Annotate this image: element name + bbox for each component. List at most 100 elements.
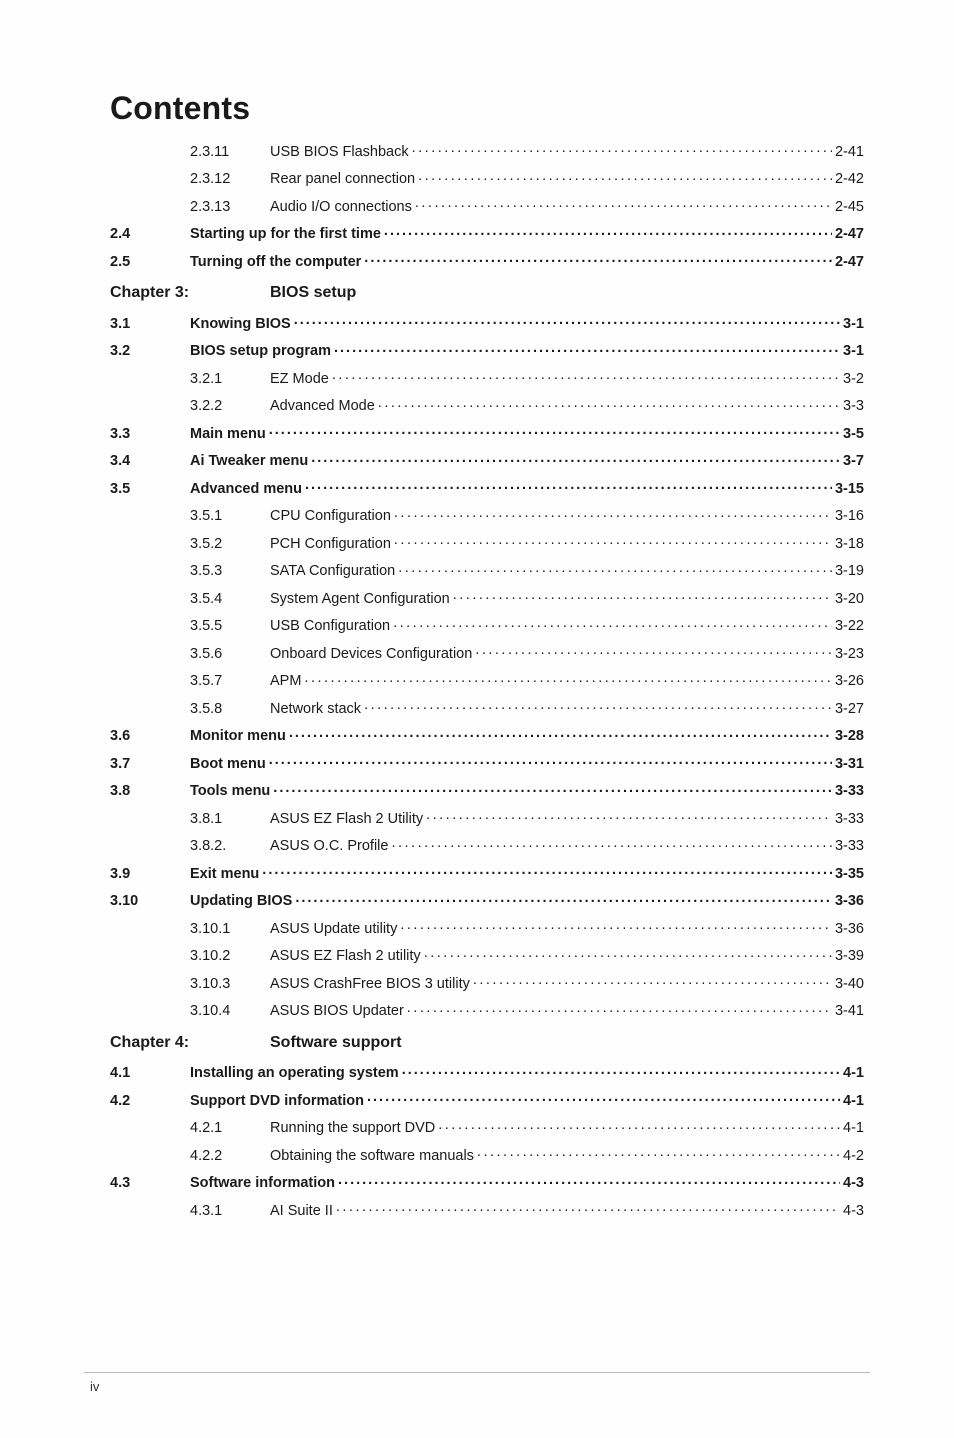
dot-leader xyxy=(311,451,840,466)
toc-label: APM xyxy=(270,674,301,689)
toc-row: 2.3.12Rear panel connection2-42 xyxy=(110,169,864,187)
toc-page: 3-1 xyxy=(843,344,864,359)
subsection-number: 3.2.2 xyxy=(190,399,270,414)
toc-page: 3-15 xyxy=(835,482,864,497)
section-number: 4.2 xyxy=(110,1094,190,1109)
toc-label: Exit menu xyxy=(190,867,259,882)
dot-leader xyxy=(294,313,840,328)
toc-label: ASUS Update utility xyxy=(270,922,397,937)
dot-leader xyxy=(412,141,832,156)
section-number: 3.5 xyxy=(110,482,190,497)
toc-row: 2.5Turning off the computer2-47 xyxy=(110,251,864,269)
subsection-number: 3.5.8 xyxy=(190,702,270,717)
toc-page: 3-31 xyxy=(835,757,864,772)
dot-leader xyxy=(394,506,832,521)
toc-page: 3-41 xyxy=(835,1004,864,1019)
toc-page: 3-39 xyxy=(835,949,864,964)
dot-leader xyxy=(364,698,832,713)
section-number: 2.4 xyxy=(110,227,190,242)
toc-row: 4.1Installing an operating system4-1 xyxy=(110,1063,864,1081)
toc-page: 3-36 xyxy=(835,894,864,909)
toc-row: 4.2Support DVD information4-1 xyxy=(110,1090,864,1108)
footer-divider xyxy=(84,1372,870,1373)
toc-page: 4-3 xyxy=(843,1176,864,1191)
dot-leader xyxy=(477,1145,840,1160)
dot-leader xyxy=(475,643,832,658)
toc-row: 3.5.5USB Configuration3-22 xyxy=(110,616,864,634)
subsection-number: 3.5.1 xyxy=(190,509,270,524)
toc-page: 2-45 xyxy=(835,200,864,215)
toc-row: 3.8Tools menu3-33 xyxy=(110,781,864,799)
dot-leader xyxy=(415,196,832,211)
dot-leader xyxy=(305,478,832,493)
toc-row: 3.2.1EZ Mode3-2 xyxy=(110,368,864,386)
section-number: 3.9 xyxy=(110,867,190,882)
toc-label: EZ Mode xyxy=(270,372,329,387)
toc-page: 3-40 xyxy=(835,977,864,992)
chapter-title: Software support xyxy=(270,1034,402,1052)
page: Contents 2.3.11USB BIOS Flashback2-412.3… xyxy=(0,0,954,1438)
toc-page: 3-19 xyxy=(835,564,864,579)
toc-row: 4.2.1Running the support DVD4-1 xyxy=(110,1118,864,1136)
subsection-number: 2.3.13 xyxy=(190,200,270,215)
toc-label: AI Suite II xyxy=(270,1204,333,1219)
toc-page: 3-26 xyxy=(835,674,864,689)
page-title: Contents xyxy=(110,90,864,127)
toc-page: 4-3 xyxy=(843,1204,864,1219)
subsection-number: 4.2.1 xyxy=(190,1121,270,1136)
dot-leader xyxy=(473,973,832,988)
toc-row: 3.4Ai Tweaker menu3-7 xyxy=(110,451,864,469)
toc-page: 3-22 xyxy=(835,619,864,634)
subsection-number: 3.5.2 xyxy=(190,537,270,552)
section-number: 2.5 xyxy=(110,255,190,270)
dot-leader xyxy=(269,753,832,768)
toc-row: 3.8.2.ASUS O.C. Profile3-33 xyxy=(110,836,864,854)
subsection-number: 3.5.3 xyxy=(190,564,270,579)
toc-row: 3.10.4ASUS BIOS Updater3-41 xyxy=(110,1001,864,1019)
toc-page: 3-35 xyxy=(835,867,864,882)
toc-label: Onboard Devices Configuration xyxy=(270,647,472,662)
dot-leader xyxy=(378,396,840,411)
toc-page: 3-3 xyxy=(843,399,864,414)
dot-leader xyxy=(394,533,832,548)
toc-label: Monitor menu xyxy=(190,729,286,744)
subsection-number: 3.8.2. xyxy=(190,839,270,854)
toc-label: ASUS EZ Flash 2 utility xyxy=(270,949,421,964)
dot-leader xyxy=(273,781,832,796)
toc-label: CPU Configuration xyxy=(270,509,391,524)
toc-row: 3.5.2PCH Configuration3-18 xyxy=(110,533,864,551)
subsection-number: 3.5.6 xyxy=(190,647,270,662)
toc-row: 3.9Exit menu 3-35 xyxy=(110,863,864,881)
dot-leader xyxy=(426,808,832,823)
toc-row: 4.3.1AI Suite II4-3 xyxy=(110,1200,864,1218)
toc-row: 2.3.13Audio I/O connections2-45 xyxy=(110,196,864,214)
toc-label: Tools menu xyxy=(190,784,270,799)
chapter-heading: Chapter 4:Software support xyxy=(110,1034,864,1052)
toc-label: Software information xyxy=(190,1176,335,1191)
dot-leader xyxy=(398,561,832,576)
toc-row: 3.2BIOS setup program3-1 xyxy=(110,341,864,359)
dot-leader xyxy=(295,891,832,906)
toc-row: 3.7Boot menu3-31 xyxy=(110,753,864,771)
toc-row: 3.5.8Network stack3-27 xyxy=(110,698,864,716)
subsection-number: 3.5.7 xyxy=(190,674,270,689)
section-number: 3.7 xyxy=(110,757,190,772)
toc-label: Ai Tweaker menu xyxy=(190,454,308,469)
toc-label: Starting up for the first time xyxy=(190,227,381,242)
toc-label: System Agent Configuration xyxy=(270,592,450,607)
toc-page: 3-5 xyxy=(843,427,864,442)
subsection-number: 2.3.12 xyxy=(190,172,270,187)
toc-row: 3.5.1CPU Configuration3-16 xyxy=(110,506,864,524)
dot-leader xyxy=(364,251,832,266)
toc-page: 3-18 xyxy=(835,537,864,552)
section-number: 3.4 xyxy=(110,454,190,469)
toc-row: 3.5Advanced menu3-15 xyxy=(110,478,864,496)
toc-label: USB Configuration xyxy=(270,619,390,634)
dot-leader xyxy=(289,726,832,741)
chapter-title: BIOS setup xyxy=(270,284,356,302)
toc-page: 4-2 xyxy=(843,1149,864,1164)
toc-row: 3.6Monitor menu3-28 xyxy=(110,726,864,744)
toc-label: Turning off the computer xyxy=(190,255,361,270)
dot-leader xyxy=(304,671,832,686)
toc-page: 3-36 xyxy=(835,922,864,937)
